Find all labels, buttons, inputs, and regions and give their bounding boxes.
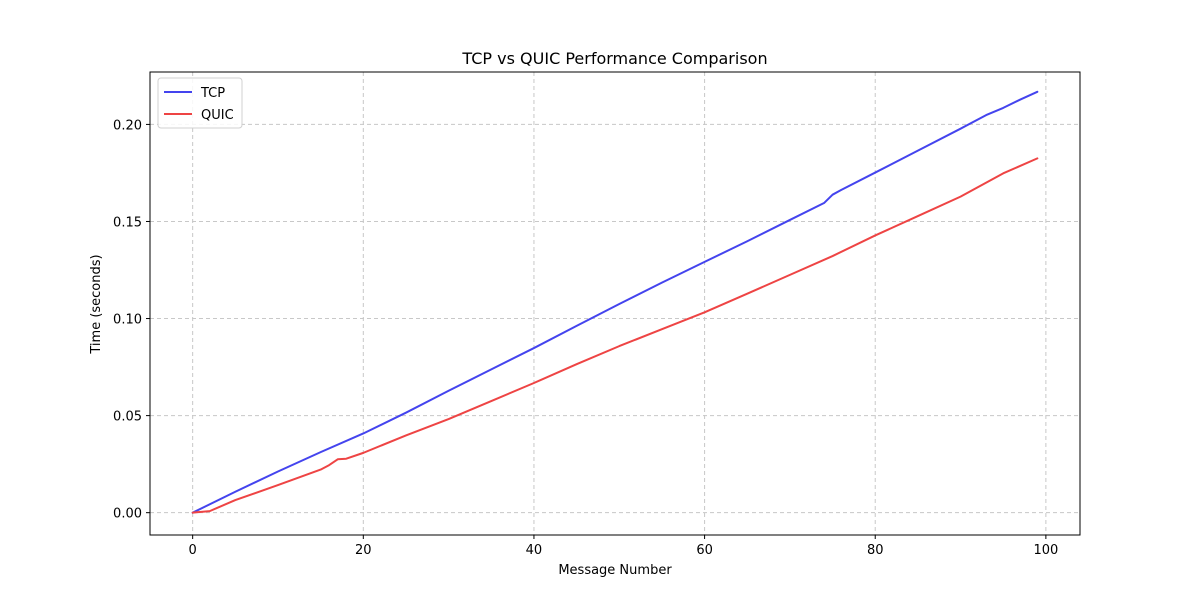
y-tick-label: 0.00 (113, 507, 142, 522)
x-tick-label: 60 (696, 543, 713, 558)
legend-label-quic: QUIC (201, 108, 234, 123)
y-tick-label: 0.20 (113, 118, 142, 133)
x-tick-label: 0 (189, 543, 197, 558)
x-tick-label: 80 (867, 543, 884, 558)
y-tick-label: 0.05 (113, 410, 142, 425)
grid-lines (150, 72, 1080, 535)
legend-label-tcp: TCP (200, 86, 225, 101)
legend: TCP QUIC (157, 77, 243, 129)
x-axis-label: Message Number (558, 563, 672, 578)
axis-ticks: 0 20 40 60 80 100 0.00 0.05 0.10 0.15 0.20 (113, 118, 1058, 558)
y-axis-label: Time (seconds) (89, 254, 104, 354)
x-tick-label: 20 (355, 543, 372, 558)
x-tick-label: 40 (526, 543, 543, 558)
y-tick-label: 0.10 (113, 313, 142, 328)
y-tick-label: 0.15 (113, 215, 142, 230)
chart-title: TCP vs QUIC Performance Comparison (461, 49, 767, 68)
series-lines (191, 90, 1039, 514)
x-tick-label: 100 (1033, 543, 1058, 558)
legend-box (157, 77, 243, 129)
series-line-quic (191, 157, 1039, 514)
plot-frame (149, 71, 1081, 536)
series-line-tcp (191, 90, 1039, 514)
